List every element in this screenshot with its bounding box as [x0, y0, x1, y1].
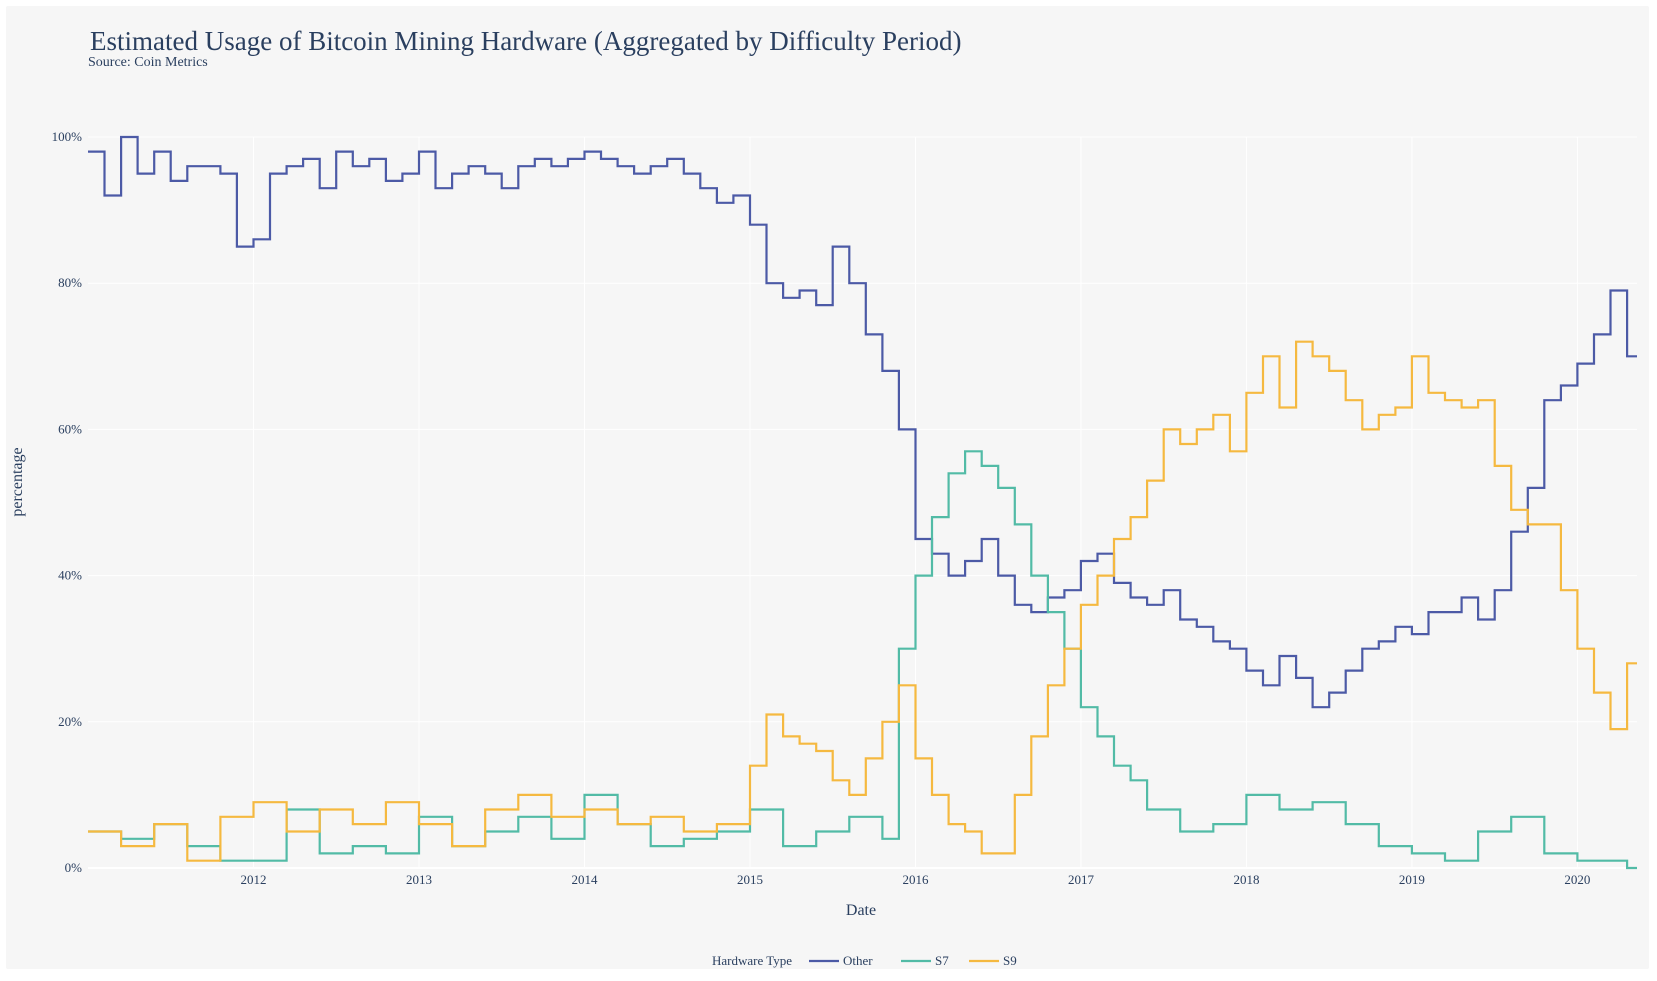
x-tick-label: 2015: [737, 872, 763, 887]
gridlines: [88, 136, 1637, 869]
legend-title: Hardware Type: [712, 953, 792, 968]
x-tick-label: 2012: [240, 872, 266, 887]
legend-label-s9: S9: [1003, 953, 1017, 968]
y-tick-label: 0%: [65, 860, 83, 875]
y-tick-label: 60%: [58, 421, 82, 436]
x-axis-title: Date: [846, 902, 876, 919]
x-tick-label: 2014: [571, 872, 598, 887]
y-tick-label: 100%: [52, 129, 83, 144]
chart-frame: [6, 6, 1649, 969]
y-axis-title: percentage: [9, 447, 26, 516]
series-line-s7: [88, 450, 1637, 870]
x-tick-label: 2019: [1399, 872, 1425, 887]
y-tick-label: 40%: [58, 568, 82, 583]
series-line-other: [88, 135, 1637, 709]
x-tick-label: 2016: [902, 872, 929, 887]
x-tick-label: 2017: [1068, 872, 1095, 887]
series-line-s9: [88, 340, 1637, 862]
x-tick-label: 2018: [1233, 872, 1259, 887]
legend-label-s7: S7: [935, 953, 949, 968]
legend-label-other: Other: [843, 953, 873, 968]
y-tick-label: 20%: [58, 714, 82, 729]
series-lines: [88, 135, 1637, 870]
chart-title: Estimated Usage of Bitcoin Mining Hardwa…: [90, 26, 962, 56]
chart-subtitle: Source: Coin Metrics: [88, 55, 208, 70]
y-axis-ticks: 0% 20% 40% 60% 80% 100%: [52, 129, 83, 875]
x-tick-label: 2013: [406, 872, 432, 887]
x-tick-label: 2020: [1564, 872, 1590, 887]
y-tick-label: 80%: [58, 275, 82, 290]
legend: Hardware Type Other S7 S9: [712, 953, 1017, 968]
x-axis-ticks: 2012 2013 2014 2015 2016 2017 2018 2019 2020: [240, 872, 1590, 887]
